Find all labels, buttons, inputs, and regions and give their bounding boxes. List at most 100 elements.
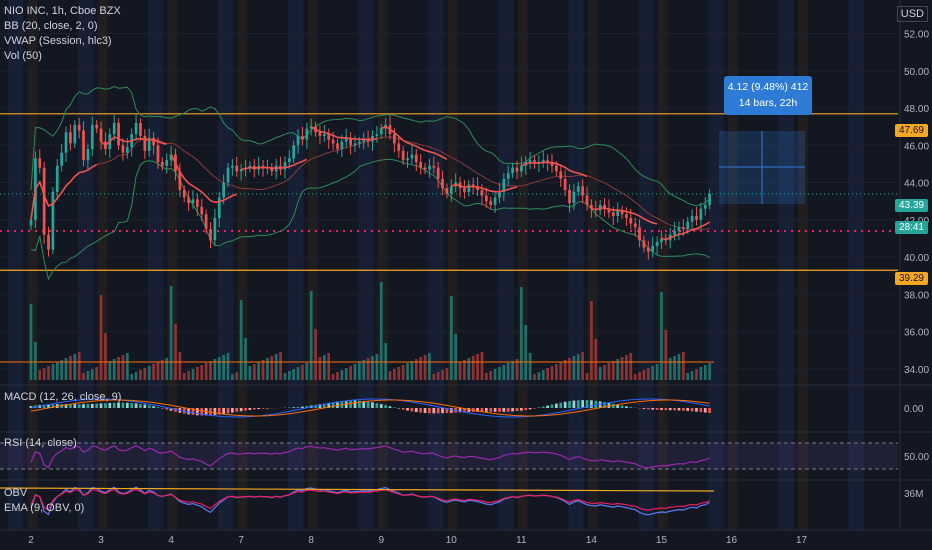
macd-histogram-bar xyxy=(625,406,628,408)
afterhours-band xyxy=(848,0,864,530)
volume-bar xyxy=(520,287,523,380)
vwap-legend[interactable]: VWAP (Session, hlc3) xyxy=(4,35,112,47)
macd-histogram-bar xyxy=(143,404,147,408)
macd-histogram-bar xyxy=(406,408,409,411)
volume-bar xyxy=(393,369,396,380)
premarket-band xyxy=(307,0,318,530)
candle-body xyxy=(200,206,204,215)
obv-tick-label: 36M xyxy=(904,489,923,500)
currency-label[interactable]: USD xyxy=(896,6,928,22)
macd-histogram-bar xyxy=(292,407,296,408)
macd-histogram-bar xyxy=(655,408,659,410)
candle-body xyxy=(620,210,624,215)
volume-bar xyxy=(655,364,659,380)
candle-body xyxy=(139,122,142,136)
volume-bar xyxy=(38,370,42,380)
candle-body xyxy=(616,210,620,217)
macd-histogram-bar xyxy=(336,401,339,408)
premarket-band xyxy=(728,0,738,530)
macd-histogram-bar xyxy=(489,408,493,412)
volume-bar xyxy=(533,374,536,380)
macd-histogram-bar xyxy=(371,402,374,408)
candle-body xyxy=(29,219,33,226)
macd-histogram-bar xyxy=(169,408,173,411)
candle-body xyxy=(217,197,221,218)
volume-bar xyxy=(235,372,239,380)
macd-line xyxy=(30,398,710,418)
candle-body xyxy=(305,128,309,140)
candle-body xyxy=(414,154,418,163)
volume-bar xyxy=(42,368,46,380)
volume-bar xyxy=(331,374,335,380)
volume-bar xyxy=(660,292,663,380)
macd-histogram-bar xyxy=(112,402,116,408)
volume-bar xyxy=(327,353,331,380)
candle-body xyxy=(362,139,366,142)
rsi-legend[interactable]: RSI (14, close) xyxy=(4,437,77,449)
main-legend[interactable]: NIO INC, 1h, Cboe BZX BB (20, close, 2, … xyxy=(4,4,121,64)
macd-legend[interactable]: MACD (12, 26, close, 9) xyxy=(4,391,122,403)
candle-body xyxy=(541,160,545,163)
time-axis[interactable]: 2 3 4 7 8 9 10 11 14 15 16 17 xyxy=(0,529,932,546)
macd-histogram-bar xyxy=(222,408,225,414)
volume-bar xyxy=(274,354,278,380)
macd-histogram-bar xyxy=(147,405,151,408)
premarket-band xyxy=(377,0,388,530)
candle-body xyxy=(353,143,357,146)
macd-histogram-bar xyxy=(533,408,536,409)
obv-legend[interactable]: OBV EMA (9, OBV, 0) xyxy=(4,486,84,516)
volume-bar xyxy=(257,362,261,380)
macd-histogram-bar xyxy=(419,408,423,413)
time-tick-label: 11 xyxy=(516,535,527,546)
macd-histogram-bar xyxy=(327,402,331,408)
volume-bar xyxy=(305,363,309,380)
volume-bar xyxy=(165,358,169,380)
candle-body xyxy=(248,165,252,168)
candle-body xyxy=(559,171,563,179)
volume-pane xyxy=(0,282,714,380)
macd-histogram-bar xyxy=(498,408,501,412)
volume-bar xyxy=(559,362,563,380)
volume-bar xyxy=(187,371,190,380)
macd-histogram-bar xyxy=(104,403,107,408)
afterhours-band xyxy=(638,0,654,530)
candle-body xyxy=(393,134,396,144)
volume-bar xyxy=(121,355,125,380)
time-tick-label: 17 xyxy=(796,535,808,546)
volume-bar xyxy=(292,369,296,380)
vol-legend[interactable]: Vol (50) xyxy=(4,50,42,62)
candle-body xyxy=(292,145,296,159)
macd-histogram-bar xyxy=(511,408,514,412)
rsi-tick-label: 50.00 xyxy=(904,452,929,463)
volume-bar xyxy=(629,353,633,380)
volume-bar xyxy=(664,330,668,380)
volume-bar xyxy=(108,361,112,380)
volume-bar xyxy=(69,356,72,380)
macd-histogram-bar xyxy=(353,400,357,408)
macd-histogram-bar xyxy=(506,408,510,412)
time-tick-label: 9 xyxy=(378,535,384,546)
macd-histogram-bar xyxy=(555,403,558,408)
afterhours-band xyxy=(358,0,374,530)
obv-label[interactable]: OBV xyxy=(4,487,28,499)
measure-tool[interactable] xyxy=(719,131,805,204)
candle-body xyxy=(209,229,212,241)
volume-bar xyxy=(178,352,182,380)
volume-bar xyxy=(585,373,589,380)
candle-body xyxy=(449,186,453,194)
ema-label[interactable]: EMA (9, OBV, 0) xyxy=(4,502,85,514)
macd-histogram-bar xyxy=(594,400,598,408)
bb-legend[interactable]: BB (20, close, 2, 0) xyxy=(4,20,98,32)
macd-histogram-bar xyxy=(152,406,155,408)
symbol-title[interactable]: NIO INC, 1h, Cboe BZX xyxy=(4,5,121,17)
macd-histogram-bar xyxy=(248,408,252,410)
price-tick-label: 50.00 xyxy=(904,67,929,78)
candle-body xyxy=(625,214,628,218)
candle-body xyxy=(585,195,589,205)
price-axis[interactable]: 52.0050.0048.0046.0044.0042.0040.0038.00… xyxy=(899,0,929,530)
macd-histogram-bar xyxy=(401,408,405,410)
volume-bar xyxy=(484,373,488,380)
time-tick-label: 16 xyxy=(726,535,738,546)
macd-histogram-bar xyxy=(95,403,99,408)
